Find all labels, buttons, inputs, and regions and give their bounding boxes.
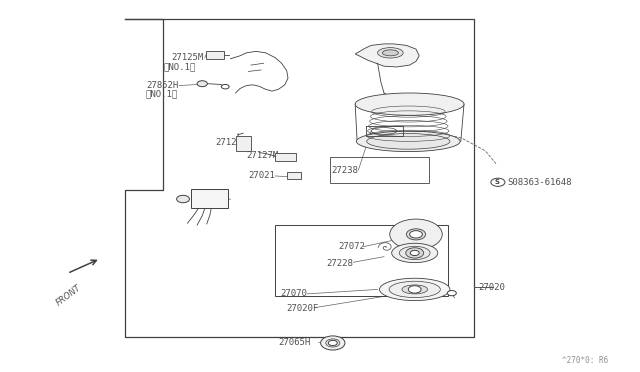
- Bar: [206, 51, 224, 59]
- Ellipse shape: [367, 134, 450, 149]
- Text: S: S: [494, 179, 499, 185]
- Text: 27021: 27021: [248, 171, 275, 180]
- Circle shape: [406, 248, 424, 258]
- Text: FRONT: FRONT: [54, 283, 83, 307]
- Polygon shape: [355, 44, 419, 67]
- Text: 27080: 27080: [195, 197, 222, 206]
- Text: 27072: 27072: [338, 242, 365, 251]
- Circle shape: [408, 286, 421, 293]
- Text: 27070: 27070: [280, 289, 307, 298]
- Bar: [236, 136, 251, 151]
- Circle shape: [410, 231, 422, 238]
- Text: 27129N: 27129N: [216, 138, 248, 147]
- Text: 〈NO.1〉: 〈NO.1〉: [163, 62, 195, 71]
- Circle shape: [491, 178, 505, 186]
- Ellipse shape: [389, 281, 440, 298]
- Bar: [330, 157, 429, 183]
- Circle shape: [410, 250, 419, 256]
- Ellipse shape: [378, 48, 403, 58]
- Text: S08363-61648: S08363-61648: [508, 178, 572, 187]
- Ellipse shape: [402, 285, 428, 294]
- Ellipse shape: [321, 336, 345, 350]
- Ellipse shape: [406, 229, 426, 240]
- Circle shape: [177, 195, 189, 203]
- Ellipse shape: [326, 339, 340, 347]
- Ellipse shape: [390, 219, 442, 250]
- Text: 27020F: 27020F: [286, 304, 318, 312]
- Text: 27020: 27020: [479, 283, 506, 292]
- Ellipse shape: [383, 50, 398, 56]
- Text: 27127M: 27127M: [246, 151, 278, 160]
- Text: 27125M: 27125M: [172, 53, 204, 62]
- Circle shape: [221, 84, 229, 89]
- Ellipse shape: [380, 278, 450, 301]
- Text: 27238: 27238: [332, 166, 358, 174]
- Ellipse shape: [399, 246, 430, 260]
- Ellipse shape: [392, 243, 438, 263]
- Circle shape: [197, 81, 207, 87]
- Text: ^270*0: R6: ^270*0: R6: [562, 356, 608, 365]
- Bar: [191, 189, 228, 208]
- Circle shape: [328, 340, 337, 346]
- Text: 27065H: 27065H: [278, 338, 310, 347]
- Ellipse shape: [356, 131, 460, 152]
- Circle shape: [447, 291, 456, 296]
- Ellipse shape: [355, 93, 464, 115]
- Text: 27852H: 27852H: [146, 81, 178, 90]
- Bar: [287, 172, 301, 179]
- Text: 27228: 27228: [326, 259, 353, 267]
- Bar: [275, 153, 296, 161]
- Bar: [275, 225, 448, 296]
- Text: 〈NO.1〉: 〈NO.1〉: [146, 89, 178, 98]
